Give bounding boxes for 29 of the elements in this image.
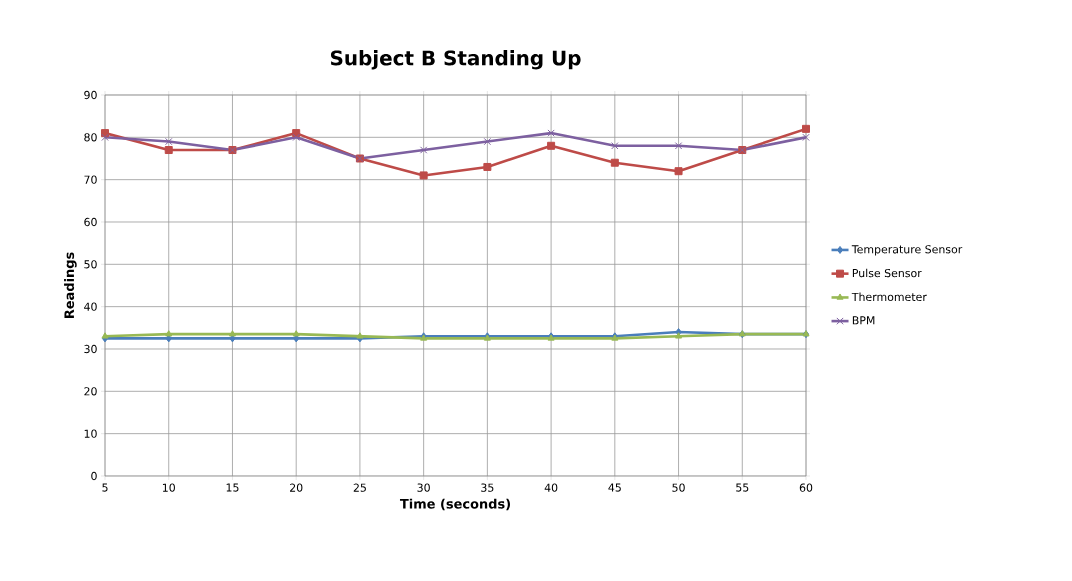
y-tick-label: 0 (91, 471, 97, 481)
x-tick-label: 40 (544, 483, 558, 492)
x-tick-label: 20 (290, 483, 303, 492)
x-tick-label: 50 (672, 483, 685, 492)
legend-label: Thermometer (851, 292, 927, 302)
x-tick-label: 55 (736, 483, 749, 492)
legend-label: Pulse Sensor (852, 268, 922, 278)
x-tick-label: 25 (353, 483, 366, 492)
chart-title: Subject B Standing Up (330, 50, 581, 70)
y-tick-label: 40 (84, 302, 97, 311)
y-tick-label: 70 (84, 175, 97, 184)
x-tick-label: 45 (608, 483, 621, 492)
y-tick-label: 50 (84, 260, 97, 269)
x-tick-label: 15 (226, 483, 239, 492)
legend-label: BPM (852, 316, 875, 325)
y-tick-label: 60 (84, 217, 97, 227)
x-tick-label: 60 (799, 483, 813, 492)
y-tick-label: 20 (84, 387, 97, 396)
y-tick-label: 10 (84, 429, 97, 438)
x-tick-label: 5 (102, 483, 108, 492)
y-tick-label: 30 (84, 344, 97, 354)
y-axis-title: Readings (64, 252, 77, 318)
x-tick-label: 35 (481, 483, 494, 492)
x-axis-title: Time (seconds) (399, 498, 510, 511)
legend-label: Temperature Sensor (851, 245, 963, 256)
y-tick-label: 90 (84, 90, 97, 100)
x-tick-label: 30 (417, 483, 430, 492)
x-tick-label: 10 (162, 483, 175, 492)
y-tick-label: 80 (84, 133, 97, 142)
